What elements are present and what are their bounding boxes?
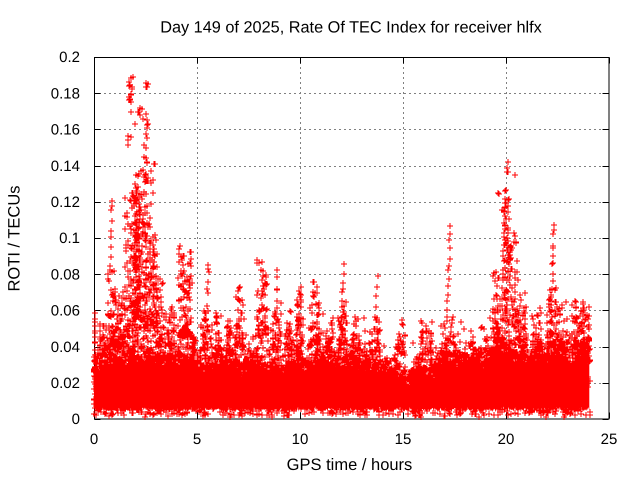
svg-text:0.1: 0.1 bbox=[59, 230, 80, 247]
svg-text:0.02: 0.02 bbox=[51, 375, 80, 392]
svg-text:25: 25 bbox=[601, 431, 618, 448]
svg-text:0: 0 bbox=[72, 411, 80, 428]
svg-text:0.08: 0.08 bbox=[51, 266, 80, 283]
svg-text:ROTI / TECUs: ROTI / TECUs bbox=[6, 185, 24, 291]
svg-text:Day 149 of 2025, Rate Of TEC I: Day 149 of 2025, Rate Of TEC Index for r… bbox=[160, 19, 542, 37]
svg-text:10: 10 bbox=[292, 431, 309, 448]
svg-text:0.2: 0.2 bbox=[59, 49, 80, 66]
svg-text:0.04: 0.04 bbox=[51, 339, 80, 356]
svg-text:0: 0 bbox=[90, 431, 98, 448]
svg-text:0.06: 0.06 bbox=[51, 303, 80, 320]
svg-text:0.12: 0.12 bbox=[51, 194, 80, 211]
svg-text:15: 15 bbox=[395, 431, 412, 448]
svg-text:20: 20 bbox=[498, 431, 515, 448]
svg-text:GPS time / hours: GPS time / hours bbox=[287, 456, 413, 474]
svg-text:5: 5 bbox=[193, 431, 201, 448]
svg-text:0.16: 0.16 bbox=[51, 122, 80, 139]
svg-text:0.14: 0.14 bbox=[51, 158, 80, 175]
svg-text:0.18: 0.18 bbox=[51, 85, 80, 102]
